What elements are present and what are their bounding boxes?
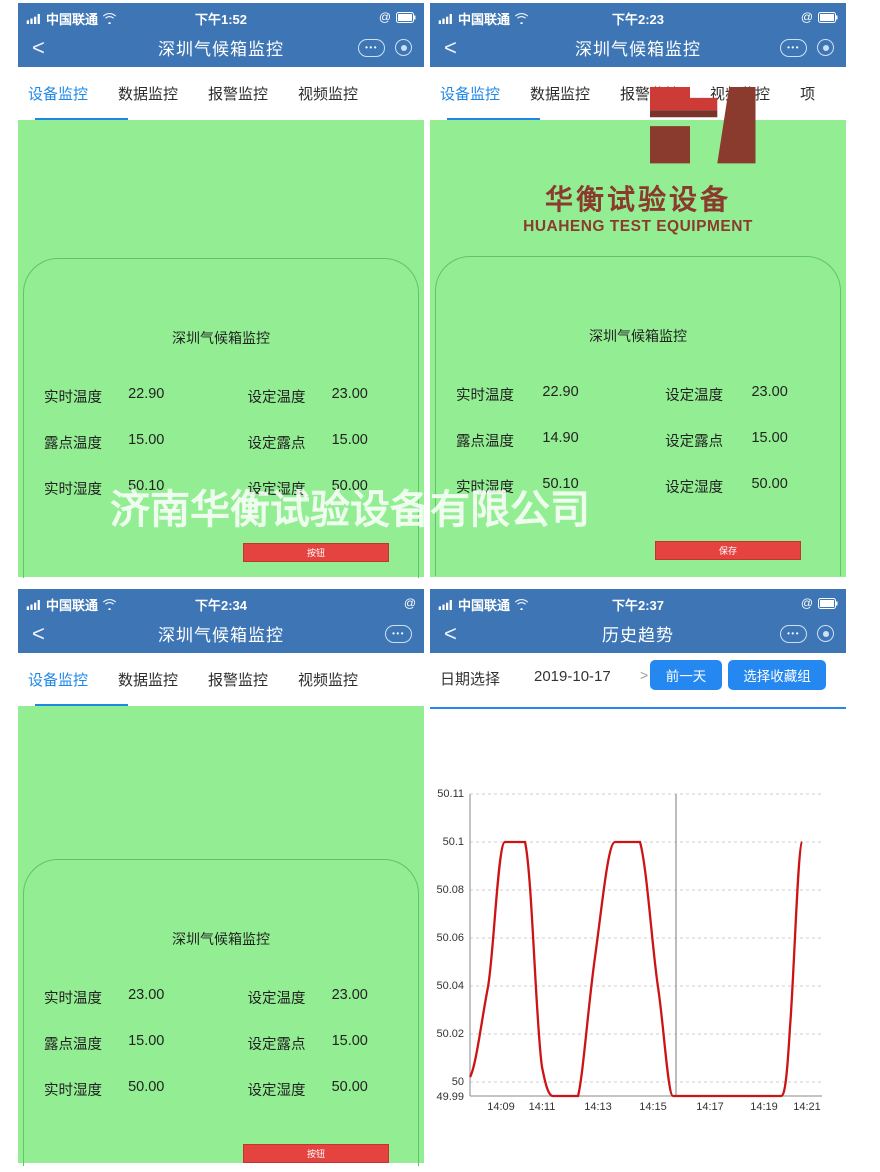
svg-text:49.99: 49.99: [436, 1091, 464, 1103]
svg-text:50.02: 50.02: [436, 1028, 464, 1040]
svg-text:14:09: 14:09: [487, 1101, 515, 1113]
svg-text:14:15: 14:15: [639, 1101, 667, 1113]
svg-text:50.08: 50.08: [436, 884, 464, 896]
svg-text:50.11: 50.11: [437, 788, 464, 800]
svg-text:14:21: 14:21: [793, 1101, 821, 1113]
svg-text:14:17: 14:17: [696, 1101, 724, 1113]
svg-text:14:11: 14:11: [529, 1101, 556, 1113]
svg-text:14:13: 14:13: [584, 1101, 612, 1113]
svg-text:50.04: 50.04: [436, 980, 464, 992]
svg-text:50: 50: [452, 1076, 464, 1088]
svg-text:50.1: 50.1: [443, 836, 464, 848]
svg-text:50.06: 50.06: [436, 932, 464, 944]
svg-text:14:19: 14:19: [750, 1101, 778, 1113]
